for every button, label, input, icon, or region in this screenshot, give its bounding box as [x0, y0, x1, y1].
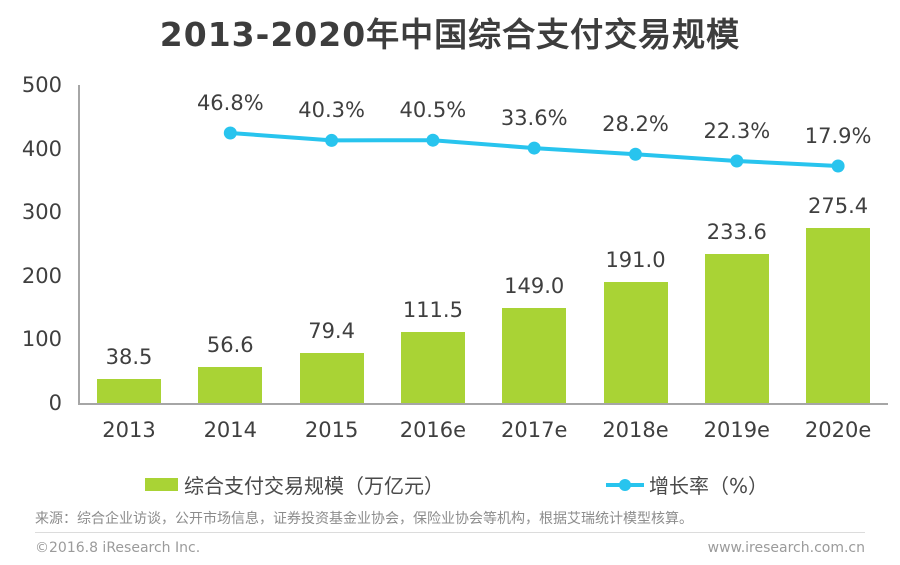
y-tick-label: 300	[21, 200, 62, 225]
x-tick-label: 2013	[102, 418, 156, 442]
x-tick-label: 2015	[304, 418, 359, 442]
line-point	[223, 126, 237, 140]
y-axis-line	[78, 85, 80, 403]
line-point	[527, 141, 541, 155]
growth-value-label: 28.2%	[602, 112, 669, 137]
x-tick-label: 2014	[203, 418, 258, 442]
growth-value-label: 22.3%	[703, 118, 771, 143]
legend: 综合支付交易规模（万亿元） 增长率（%）	[0, 471, 900, 498]
y-tick-label: 0	[48, 391, 62, 415]
x-tick-label: 2018e	[602, 418, 669, 442]
growth-value-label: 17.9%	[804, 124, 872, 148]
growth-value-label: 46.8%	[196, 91, 264, 115]
bar	[806, 227, 871, 403]
bar-value-label: 233.6	[706, 220, 767, 245]
x-axis-line	[78, 403, 888, 405]
copyright-text: ©2016.8 iResearch Inc.	[35, 540, 201, 556]
growth-value-label: 40.3%	[298, 98, 365, 123]
x-tick-label: 2017e	[501, 418, 568, 442]
x-tick-label: 2020e	[804, 418, 872, 442]
bar-value-label: 275.4	[808, 193, 869, 218]
bar	[198, 367, 263, 403]
growth-value-label: 33.6%	[500, 106, 568, 131]
bar	[400, 332, 465, 403]
legend-bar-label: 综合支付交易规模（万亿元）	[184, 473, 444, 498]
x-tick-label: 2016e	[399, 418, 467, 442]
bar	[97, 378, 161, 403]
line-swatch-icon	[606, 478, 644, 491]
legend-item-bar: 综合支付交易规模（万亿元）	[145, 471, 444, 498]
line-point	[629, 147, 642, 161]
x-tick-label: 2019e	[703, 418, 770, 442]
line-point	[325, 133, 339, 147]
bar	[502, 308, 567, 403]
chart-title: 2013-2020年中国综合支付交易规模	[159, 15, 741, 54]
bar-value-label: 79.4	[308, 318, 355, 343]
footer-divider	[35, 532, 865, 533]
y-tick-label: 500	[21, 73, 62, 97]
y-tick-label: 100	[21, 327, 62, 352]
website-link[interactable]: www.iresearch.com.cn	[707, 540, 865, 556]
legend-line-label: 增长率（%）	[649, 473, 769, 498]
bar	[704, 254, 769, 403]
bar	[603, 281, 668, 403]
bar-value-label: 111.5	[402, 298, 463, 323]
bar-value-label: 56.6	[206, 333, 254, 357]
bar-value-label: 38.5	[105, 344, 153, 369]
bar-swatch-icon	[145, 477, 178, 491]
source-note: 来源：综合企业访谈，公开市场信息，证券投资基金业协会，保险业协会等机构，根据艾瑞…	[35, 511, 693, 527]
y-tick-label: 400	[21, 136, 62, 161]
bar-value-label: 191.0	[605, 247, 666, 272]
line-point	[426, 133, 440, 147]
y-tick-label: 200	[21, 263, 62, 288]
growth-value-label: 40.5%	[399, 98, 467, 123]
line-point	[730, 154, 744, 168]
line-point	[831, 159, 845, 173]
bar	[299, 352, 364, 403]
legend-item-line: 增长率（%）	[606, 471, 769, 498]
bar-value-label: 149.0	[504, 274, 565, 299]
